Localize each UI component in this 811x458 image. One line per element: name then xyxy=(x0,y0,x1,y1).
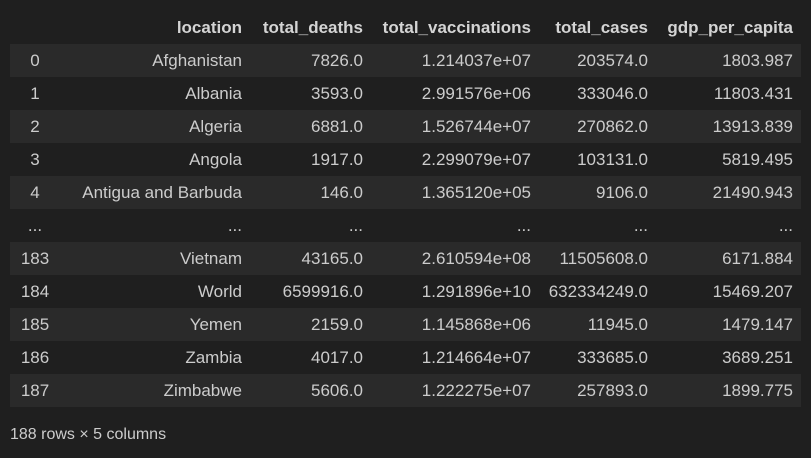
table-cell: Yemen xyxy=(189,315,242,334)
table-cell: 6171.884 xyxy=(722,249,793,268)
table-cell: 1917.0 xyxy=(311,150,363,169)
table-cell: 7826.0 xyxy=(311,51,363,70)
table-cell: 6881.0 xyxy=(311,117,363,136)
table-cell: 4017.0 xyxy=(311,348,363,367)
row-index: 2 xyxy=(30,117,40,136)
table-cell: 257893.0 xyxy=(577,381,648,400)
table-cell: 6599916.0 xyxy=(282,282,363,301)
column-header-total-cases: total_cases xyxy=(555,18,648,37)
table-row: 186 Zambia 4017.0 1.214664e+07 333685.0 3689.… xyxy=(10,341,801,374)
row-index: 1 xyxy=(30,84,40,103)
table-cell: ... xyxy=(227,216,242,235)
table-cell: 11505608.0 xyxy=(559,249,648,268)
table-row: .................. xyxy=(10,209,801,242)
table-cell: 1.222275e+07 xyxy=(421,381,531,400)
table-cell: 11945.0 xyxy=(587,315,648,334)
table-cell: 1.145868e+06 xyxy=(421,315,531,334)
table-cell: 1.291896e+10 xyxy=(421,282,531,301)
table-row: 4 Antigua and Barbuda 146.0 1.365120e+05 910… xyxy=(10,176,801,209)
table-row: 185 Yemen 2159.0 1.145868e+06 11945.0 1479.14… xyxy=(10,308,801,341)
table-cell: 1.214664e+07 xyxy=(421,348,531,367)
table-cell: Algeria xyxy=(189,117,242,136)
table-cell: 5819.495 xyxy=(722,150,793,169)
table-cell: World xyxy=(197,282,242,301)
table-cell: ... xyxy=(516,216,531,235)
table-cell: 1.526744e+07 xyxy=(421,117,531,136)
table-cell: 333685.0 xyxy=(577,348,648,367)
table-cell: 21490.943 xyxy=(712,183,793,202)
row-index: 4 xyxy=(30,183,40,202)
table-cell: 270862.0 xyxy=(577,117,648,136)
row-index: 186 xyxy=(20,348,50,367)
table-row: 0 Afghanistan 7826.0 1.214037e+07 203574.0 18… xyxy=(10,44,801,77)
table-cell: 2.610594e+08 xyxy=(421,249,531,268)
table-cell: 2.299079e+07 xyxy=(421,150,531,169)
row-index: 0 xyxy=(30,51,40,70)
table-cell: ... xyxy=(348,216,363,235)
row-index: 185 xyxy=(20,315,50,334)
table-cell: 3593.0 xyxy=(311,84,363,103)
table-cell: Zambia xyxy=(185,348,242,367)
table-cell: 2.991576e+06 xyxy=(421,84,531,103)
table-cell: ... xyxy=(633,216,648,235)
table-cell: Angola xyxy=(189,150,242,169)
table-cell: 11803.431 xyxy=(713,84,793,103)
table-cell: 13913.839 xyxy=(712,117,793,136)
row-index: ... xyxy=(27,216,43,235)
table-cell: 3689.251 xyxy=(722,348,793,367)
table-row: 3 Angola 1917.0 2.299079e+07 103131.0 5819.49… xyxy=(10,143,801,176)
row-index: 183 xyxy=(20,249,50,268)
dataframe-output: location total_deaths total_vaccinations to… xyxy=(10,11,801,407)
table-cell: ... xyxy=(778,216,793,235)
table-cell: 2159.0 xyxy=(311,315,363,334)
table-header: location total_deaths total_vaccinations to… xyxy=(10,11,801,44)
table-cell: 1803.987 xyxy=(722,51,793,70)
table-cell: Afghanistan xyxy=(152,51,242,70)
table-cell: 333046.0 xyxy=(577,84,648,103)
table-row: 187 Zimbabwe 5606.0 1.222275e+07 257893.0 189… xyxy=(10,374,801,407)
table-cell: 43165.0 xyxy=(301,249,363,268)
table-cell: Zimbabwe xyxy=(163,381,242,400)
table-cell: 15469.207 xyxy=(712,282,793,301)
row-index: 3 xyxy=(30,150,40,169)
table-cell: 146.0 xyxy=(320,183,363,202)
table-cell: 103131.0 xyxy=(577,150,648,169)
column-header-location: location xyxy=(176,18,242,37)
table-row: 2 Algeria 6881.0 1.526744e+07 270862.0 13913.… xyxy=(10,110,801,143)
table-cell: 632334249.0 xyxy=(548,282,648,301)
table-row: 183 Vietnam 43165.0 2.610594e+08 11505608.0 6… xyxy=(10,242,801,275)
table-row: 1 Albania 3593.0 2.991576e+06 333046.0 11803.… xyxy=(10,77,801,110)
table-cell: 203574.0 xyxy=(577,51,648,70)
column-header-gdp-per-capita: gdp_per_capita xyxy=(667,18,793,37)
table-cell: 1.214037e+07 xyxy=(421,51,531,70)
table-cell: Antigua and Barbuda xyxy=(82,183,242,202)
table-cell: 9106.0 xyxy=(596,183,648,202)
column-header-total-deaths: total_deaths xyxy=(262,18,363,37)
row-index: 184 xyxy=(20,282,50,301)
table-cell: 5606.0 xyxy=(311,381,363,400)
row-index: 187 xyxy=(20,381,50,400)
table-body: 0 Afghanistan 7826.0 1.214037e+07 203574.0 18… xyxy=(10,44,801,407)
table-cell: 1479.147 xyxy=(722,315,793,334)
dataframe-table: location total_deaths total_vaccinations to… xyxy=(10,11,801,407)
table-cell: 1899.775 xyxy=(722,381,793,400)
column-header-total-vaccinations: total_vaccinations xyxy=(382,18,531,37)
shape-summary: 188 rows × 5 columns xyxy=(10,426,167,443)
index-header xyxy=(10,11,60,44)
table-row: 184 World 6599916.0 1.291896e+10 632334249.0… xyxy=(10,275,801,308)
table-cell: Vietnam xyxy=(179,249,242,268)
table-cell: Albania xyxy=(185,84,242,103)
table-cell: 1.365120e+05 xyxy=(421,183,531,202)
header-row: location total_deaths total_vaccinations to… xyxy=(10,11,801,44)
